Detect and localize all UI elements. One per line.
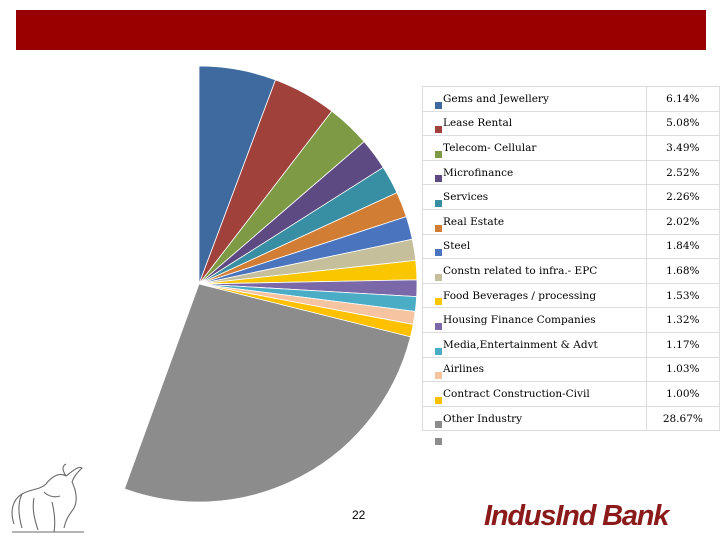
legend-label-text: Housing Finance Companies <box>443 314 596 327</box>
legend-label-text: Real Estate <box>443 215 505 228</box>
legend-label: Telecom- Cellular <box>422 135 647 161</box>
legend-extra-row <box>423 431 720 450</box>
legend-row: Telecom- Cellular 3.49% <box>422 135 720 161</box>
legend-value: 1.03% <box>645 356 720 383</box>
legend-value: 1.68% <box>645 258 720 284</box>
legend-row: Lease Rental 5.08% <box>422 110 720 137</box>
legend-swatch <box>435 273 442 281</box>
legend-value: 2.52% <box>645 159 720 186</box>
legend-label-text: Airlines <box>443 363 485 376</box>
legend-row: Constn related to infra.- EPC 1.68% <box>422 258 720 284</box>
page-number: 22 <box>352 508 366 522</box>
legend-label-text: Constn related to infra.- EPC <box>443 264 598 277</box>
legend-row: Services 2.26% <box>422 184 720 210</box>
legend-label-text: Media,Entertainment & Advt <box>443 338 598 351</box>
legend-row: Other Industry 28.67% <box>422 405 720 432</box>
legend-table: Gems and Jewellery 6.14% Lease Rental 5.08%… <box>422 86 720 449</box>
legend-swatch <box>435 322 442 330</box>
legend-label: Steel <box>422 233 647 260</box>
bull-logo-icon <box>11 463 84 533</box>
legend-swatch <box>435 347 442 355</box>
legend-swatch <box>434 438 442 446</box>
legend-value: 1.00% <box>645 381 720 407</box>
legend-label-text: Services <box>443 191 489 204</box>
legend-label-text: Food Beverages / processing <box>443 289 597 302</box>
legend-row: Food Beverages / processing 1.53% <box>422 282 720 309</box>
legend-label: Other Industry <box>422 405 647 432</box>
legend-value: 2.26% <box>645 184 720 210</box>
legend-row: Airlines 1.03% <box>422 356 720 383</box>
legend-label: Microfinance <box>422 159 647 186</box>
legend-value: 1.17% <box>645 331 720 358</box>
legend-swatch <box>435 421 442 429</box>
legend-label: Real Estate <box>422 208 647 235</box>
legend-row: Contract Construction-Civil 1.00% <box>422 381 720 407</box>
legend-label: Services <box>422 184 647 210</box>
legend-label: Food Beverages / processing <box>422 282 647 309</box>
legend-row: Housing Finance Companies 1.32% <box>422 307 720 333</box>
legend-swatch <box>435 126 442 134</box>
legend-swatch <box>435 372 442 380</box>
legend-label: Media,Entertainment & Advt <box>422 331 647 358</box>
legend-row: Media,Entertainment & Advt 1.17% <box>422 331 720 358</box>
legend-value: 1.84% <box>645 233 720 260</box>
legend-swatch <box>435 298 442 306</box>
legend-swatch <box>435 199 442 207</box>
legend-label: Airlines <box>422 356 647 383</box>
legend-value: 1.53% <box>645 282 720 309</box>
title-bar <box>16 10 706 50</box>
legend-row: Gems and Jewellery 6.14% <box>422 86 720 112</box>
legend-label-text: Contract Construction-Civil <box>443 387 590 400</box>
legend-label-text: Microfinance <box>443 166 514 179</box>
legend-swatch <box>435 150 442 158</box>
legend-label-text: Gems and Jewellery <box>443 92 549 105</box>
legend-swatch <box>435 396 442 404</box>
pie-slice-14 <box>123 283 411 503</box>
legend-swatch <box>435 175 442 183</box>
legend-value: 28.67% <box>645 405 720 432</box>
legend-row: Microfinance 2.52% <box>422 159 720 186</box>
legend-value: 3.49% <box>645 135 720 161</box>
legend-label-text: Lease Rental <box>443 117 513 130</box>
legend-label-text: Other Industry <box>443 412 523 425</box>
legend-label-text: Telecom- Cellular <box>443 141 537 154</box>
legend-swatch <box>435 224 442 232</box>
legend-value: 1.32% <box>645 307 720 333</box>
brand-logo-text: IndusInd Bank <box>484 500 669 532</box>
legend-label: Lease Rental <box>422 110 647 137</box>
legend-label: Gems and Jewellery <box>422 86 647 112</box>
legend-value: 6.14% <box>645 86 720 112</box>
legend-label: Housing Finance Companies <box>422 307 647 333</box>
legend-value: 2.02% <box>645 208 720 235</box>
legend-swatch <box>435 249 442 257</box>
legend-row: Steel 1.84% <box>422 233 720 260</box>
legend-label: Constn related to infra.- EPC <box>422 258 647 284</box>
legend-row: Real Estate 2.02% <box>422 208 720 235</box>
legend-label-text: Steel <box>443 240 471 253</box>
legend-label: Contract Construction-Civil <box>422 381 647 407</box>
legend-value: 5.08% <box>645 110 720 137</box>
legend-swatch <box>435 101 442 109</box>
